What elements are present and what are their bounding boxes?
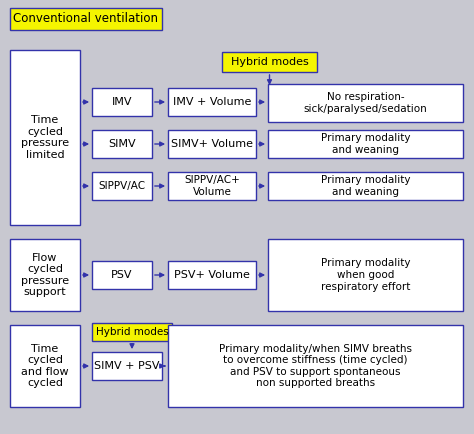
FancyBboxPatch shape <box>168 130 256 158</box>
Text: Conventional ventilation: Conventional ventilation <box>13 13 158 26</box>
FancyBboxPatch shape <box>10 8 162 30</box>
FancyBboxPatch shape <box>92 130 152 158</box>
Text: Hybrid modes: Hybrid modes <box>231 57 309 67</box>
Text: PSV+ Volume: PSV+ Volume <box>174 270 250 280</box>
FancyBboxPatch shape <box>168 172 256 200</box>
FancyBboxPatch shape <box>92 88 152 116</box>
FancyBboxPatch shape <box>92 261 152 289</box>
FancyBboxPatch shape <box>268 84 463 122</box>
FancyBboxPatch shape <box>268 239 463 311</box>
Text: Hybrid modes: Hybrid modes <box>96 327 168 337</box>
Text: IMV + Volume: IMV + Volume <box>173 97 251 107</box>
FancyBboxPatch shape <box>10 239 80 311</box>
FancyBboxPatch shape <box>222 52 317 72</box>
Text: SIMV + PSV: SIMV + PSV <box>94 361 160 371</box>
Text: SIMV+ Volume: SIMV+ Volume <box>171 139 253 149</box>
Text: Primary modality/when SIMV breaths
to overcome stiffness (time cycled)
and PSV t: Primary modality/when SIMV breaths to ov… <box>219 344 412 388</box>
FancyBboxPatch shape <box>168 325 463 407</box>
FancyBboxPatch shape <box>168 88 256 116</box>
FancyBboxPatch shape <box>92 352 162 380</box>
Text: SIMV: SIMV <box>108 139 136 149</box>
FancyBboxPatch shape <box>268 130 463 158</box>
Text: PSV: PSV <box>111 270 133 280</box>
FancyBboxPatch shape <box>268 172 463 200</box>
FancyBboxPatch shape <box>10 50 80 225</box>
Text: Primary modality
and weaning: Primary modality and weaning <box>321 133 410 155</box>
FancyBboxPatch shape <box>92 172 152 200</box>
Text: Primary modality
when good
respiratory effort: Primary modality when good respiratory e… <box>321 258 410 292</box>
Text: Flow
cycled
pressure
support: Flow cycled pressure support <box>21 253 69 297</box>
Text: SIPPV/AC+
Volume: SIPPV/AC+ Volume <box>184 175 240 197</box>
FancyBboxPatch shape <box>92 323 172 341</box>
Text: IMV: IMV <box>112 97 132 107</box>
FancyBboxPatch shape <box>168 261 256 289</box>
Text: Primary modality
and weaning: Primary modality and weaning <box>321 175 410 197</box>
Text: No respiration-
sick/paralysed/sedation: No respiration- sick/paralysed/sedation <box>304 92 428 114</box>
FancyBboxPatch shape <box>10 325 80 407</box>
Text: SIPPV/AC: SIPPV/AC <box>99 181 146 191</box>
Text: Time
cycled
pressure
limited: Time cycled pressure limited <box>21 115 69 160</box>
Text: Time
cycled
and flow
cycled: Time cycled and flow cycled <box>21 344 69 388</box>
